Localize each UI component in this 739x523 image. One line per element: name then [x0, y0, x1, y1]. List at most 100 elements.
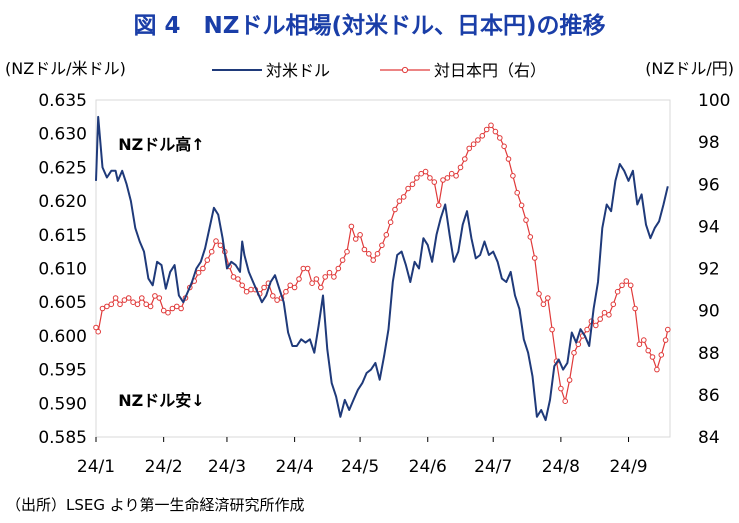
left-tick-label: 0.620	[38, 192, 87, 212]
series-jpy-point	[531, 255, 538, 261]
series-jpy-point	[104, 303, 110, 310]
series-jpy-point	[108, 301, 115, 308]
left-tick-label: 0.600	[38, 327, 87, 347]
series-jpy-point	[95, 328, 101, 335]
series-jpy-point	[339, 257, 346, 263]
left-tick-label: 0.615	[38, 226, 87, 246]
series-jpy-point	[571, 350, 577, 356]
series-jpy-point	[453, 173, 459, 179]
series-jpy-point	[505, 156, 512, 162]
series-jpy-point	[366, 251, 372, 257]
right-tick-label: 84	[698, 428, 720, 448]
series-jpy-point	[348, 223, 355, 230]
series-jpy-point	[287, 282, 294, 289]
right-tick-label: 96	[698, 175, 720, 195]
series-jpy-point	[309, 280, 315, 287]
series-jpy-point	[658, 352, 665, 358]
series-jpy-point	[536, 291, 542, 297]
series-jpy-point	[112, 295, 119, 301]
series-jpy-point	[261, 284, 267, 291]
series-jpy-point	[121, 297, 128, 303]
left-tick-label: 0.630	[38, 125, 87, 145]
series-jpy-point	[448, 170, 455, 177]
series-jpy-point	[558, 385, 564, 392]
series-jpy-point	[99, 305, 106, 312]
annotations: NZドル高↑ NZドル安↓	[118, 135, 204, 410]
series-jpy-point	[479, 133, 486, 139]
series-jpy-point	[352, 236, 359, 242]
left-tick-label: 0.635	[38, 91, 87, 111]
series-jpy-point	[645, 347, 652, 354]
series-jpy-point	[200, 265, 206, 272]
series-jpy-point	[165, 309, 171, 316]
series-jpy-point	[562, 398, 569, 405]
right-tick-label: 90	[698, 302, 720, 322]
series-jpy-point	[313, 276, 320, 282]
series-jpy-point	[243, 288, 250, 295]
series-jpy-point	[518, 202, 525, 209]
series-jpy-point	[156, 295, 163, 301]
series-jpy-point	[152, 293, 158, 299]
series-jpy-point	[632, 305, 638, 312]
series-jpy-point	[370, 257, 377, 263]
series-jpy-point	[270, 293, 276, 299]
right-tick-label: 92	[698, 260, 720, 280]
series-jpy-point	[383, 232, 390, 238]
series-jpy-point	[213, 238, 219, 244]
series-usd-line	[95, 115, 669, 422]
right-axis-label: (NZドル/円)	[645, 59, 734, 78]
series-jpy-point	[414, 175, 420, 181]
series-jpy-point	[283, 288, 289, 295]
series-jpy-point	[195, 269, 202, 276]
series-jpy-point	[304, 265, 311, 272]
series-jpy-point	[130, 299, 136, 306]
series-jpy-point	[527, 234, 534, 240]
legend: 対米ドル 対日本円（右）	[212, 61, 546, 80]
series-jpy-point	[235, 276, 241, 282]
series-jpy-point	[239, 282, 245, 289]
series-jpy-point	[326, 269, 333, 276]
series-jpy-point	[665, 326, 671, 333]
x-tick-label: 24/2	[145, 457, 183, 477]
x-axis-ticks: 24/1 24/2 24/3 24/4 24/5 24/6 24/7 24/8 24/9	[77, 437, 648, 477]
series-jpy-point	[331, 274, 337, 280]
series-jpy-point	[444, 175, 451, 181]
right-tick-label: 88	[698, 344, 720, 364]
series-jpy-point	[409, 181, 416, 188]
left-tick-label: 0.625	[38, 158, 87, 178]
annotation-label: NZドル高↑	[118, 135, 204, 154]
series-jpy-point	[654, 366, 660, 373]
series-jpy-point	[514, 189, 521, 196]
right-tick-label: 86	[698, 386, 720, 406]
left-tick-label: 0.585	[38, 428, 87, 448]
x-tick-label: 24/4	[276, 457, 314, 477]
right-axis-ticks: 84 86 88 90 92 94 96 98 100	[698, 91, 730, 448]
series-jpy-point	[470, 141, 477, 147]
series-jpy-point	[488, 122, 494, 129]
series-jpy-point	[440, 177, 446, 183]
series-jpy-point	[475, 137, 481, 143]
series-jpy-point	[462, 156, 468, 162]
series-jpy-point	[466, 145, 473, 152]
series-jpy-point	[610, 301, 617, 308]
series-jpy-point	[291, 284, 298, 291]
series-jpy-point	[396, 198, 403, 204]
left-tick-label: 0.590	[38, 394, 87, 414]
series-jpy-point	[400, 194, 407, 200]
series-jpy-point	[606, 312, 612, 318]
right-tick-label: 94	[698, 217, 720, 237]
series-jpy-point	[374, 251, 381, 257]
series-jpy-point	[361, 246, 368, 253]
left-tick-label: 0.595	[38, 361, 87, 381]
series-jpy-point	[344, 248, 350, 255]
series-jpy-point	[483, 126, 490, 133]
right-tick-label: 100	[698, 91, 730, 111]
series-jpy-point	[274, 297, 280, 303]
series-jpy-point	[427, 175, 433, 181]
series-jpy-point	[143, 301, 149, 308]
series-jpy-point	[566, 377, 573, 383]
series-jpy-point	[523, 217, 529, 223]
series-jpy-point	[357, 232, 363, 238]
series-jpy-point	[204, 257, 211, 263]
